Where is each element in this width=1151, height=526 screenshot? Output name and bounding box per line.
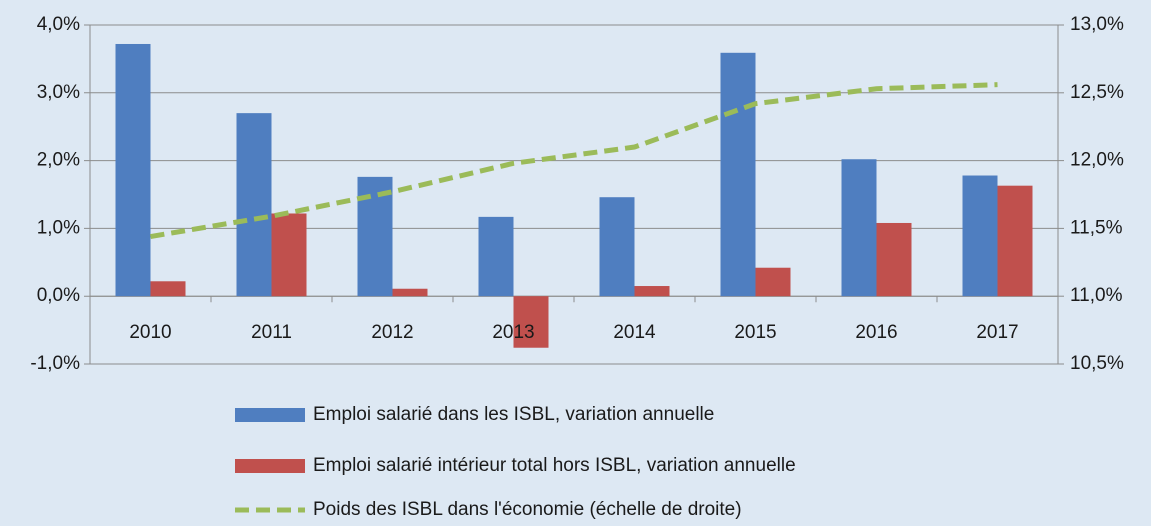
y-tick-label: -1,0% — [30, 353, 80, 374]
y2-tick-label: 12,5% — [1070, 82, 1124, 103]
legend-marker — [235, 459, 305, 473]
bar — [755, 267, 791, 297]
x-tick-label: 2014 — [613, 322, 656, 343]
bar — [876, 222, 912, 297]
legend-label: Emploi salarié intérieur total hors ISBL… — [313, 455, 796, 476]
y2-tick-label: 13,0% — [1070, 14, 1124, 35]
x-tick-label: 2013 — [492, 322, 534, 343]
y-tick-label: 2,0% — [37, 150, 80, 171]
legend-label: Poids des ISBL dans l'économie (échelle … — [313, 499, 742, 520]
bar — [841, 159, 877, 297]
y2-tick-label: 12,0% — [1070, 150, 1124, 171]
bar — [634, 286, 670, 297]
bar — [720, 52, 756, 297]
y-tick-label: 3,0% — [37, 82, 80, 103]
legend-label: Emploi salarié dans les ISBL, variation … — [313, 404, 714, 425]
y-tick-label: 0,0% — [37, 285, 80, 306]
bar — [271, 213, 307, 297]
bar — [236, 113, 272, 297]
bar — [599, 197, 635, 297]
bar — [997, 185, 1033, 297]
bar — [513, 296, 549, 348]
bar — [392, 288, 428, 297]
y-tick-label: 4,0% — [37, 14, 80, 35]
x-tick-label: 2010 — [129, 322, 171, 343]
bar — [150, 281, 186, 297]
legend-marker — [235, 408, 305, 422]
line-series — [150, 82, 998, 240]
x-tick-label: 2017 — [976, 322, 1018, 343]
y2-tick-label: 11,5% — [1070, 217, 1123, 238]
bar — [478, 216, 514, 297]
y2-tick-label: 11,0% — [1070, 285, 1123, 306]
x-tick-label: 2011 — [251, 322, 292, 343]
bar — [962, 175, 998, 297]
x-tick-label: 2016 — [855, 322, 897, 343]
y2-tick-label: 10,5% — [1070, 353, 1124, 374]
y-tick-label: 1,0% — [37, 217, 80, 238]
bar — [115, 43, 151, 297]
x-tick-label: 2012 — [371, 322, 413, 343]
x-tick-label: 2015 — [734, 322, 776, 343]
